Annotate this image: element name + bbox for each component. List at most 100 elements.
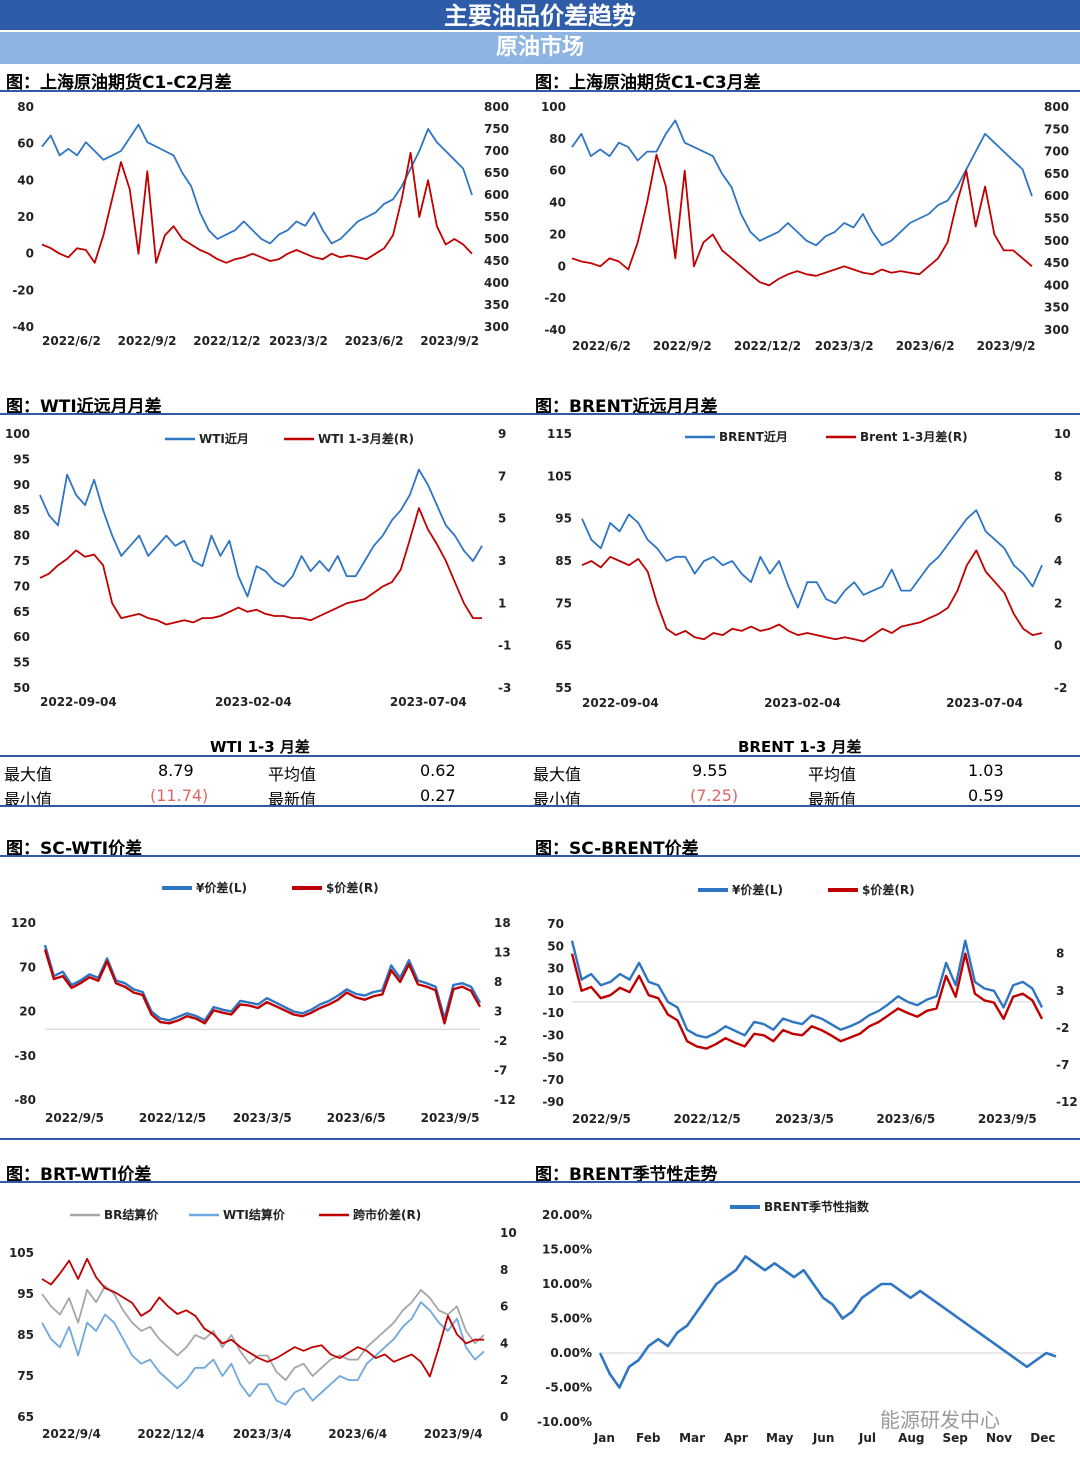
panel-title-brent: 图：BRENT近远月月差 [535,397,718,417]
divider [0,413,1080,415]
panel-title-sc-c1c2: 图：上海原油期货C1-C2月差 [6,73,232,93]
p6-ytick-right: -12 [1056,1095,1078,1109]
p6-ytick-left: -30 [542,1028,564,1042]
watermark: 能源研发中心 [880,1408,1000,1432]
wti-avg-label: 平均值 [268,765,317,784]
p1-xtick: 2023/6/2 [345,334,404,348]
p2-ytick-left: -20 [544,291,566,305]
p7-xtick: 2023/6/4 [328,1427,387,1441]
p1-ytick-right: 450 [484,254,509,268]
p8-ytick-left: 20.00% [542,1208,592,1222]
p7-ytick-right: 2 [500,1373,508,1387]
p4-ytick-right: 8 [1054,469,1062,483]
p5-xtick: 2022/12/5 [139,1111,206,1125]
p5-legend-label: ¥价差(L) [196,880,247,895]
p1-ytick-left: -40 [12,320,34,334]
p2-ytick-left: 100 [541,100,566,114]
p6-ytick-left: -70 [542,1073,564,1087]
p6-ytick-left: 30 [547,962,564,976]
page-subtitle: 原油市场 [0,32,1080,64]
p2-ytick-right: 750 [1044,122,1069,136]
p4-series-line-1 [581,549,1043,643]
panel-title-sc-brent: 图：SC-BRENT价差 [535,839,699,859]
p7-legend-label: BR结算价 [104,1207,159,1222]
p4-ytick-right: 4 [1054,554,1062,568]
p1-series-line-0 [41,123,473,245]
p4-ytick-right: -2 [1054,681,1067,695]
p7-ytick-right: 10 [500,1226,517,1240]
brent-avg-value: 1.03 [968,761,1004,780]
p5-ytick-left: -80 [14,1093,36,1107]
p3-xtick: 2023-02-04 [215,695,292,709]
p4-ytick-right: 0 [1054,639,1062,653]
p3-ytick-right: -1 [498,639,511,653]
p5-ytick-left: -30 [14,1049,36,1063]
p5-ytick-right: 8 [494,975,502,989]
p2-xtick: 2022/12/2 [734,339,801,353]
p5-ytick-left: 120 [11,916,36,930]
p6-ytick-right: -2 [1056,1021,1069,1035]
brent-min-label: 最小值 [533,790,582,809]
p6-ytick-left: -50 [542,1051,564,1065]
p5-ytick-left: 70 [19,960,36,974]
p2-ytick-left: -40 [544,323,566,337]
p8-series-line-0 [598,1255,1057,1389]
p1-ytick-right: 800 [484,100,509,114]
p8-ytick-left: -5.00% [545,1381,592,1395]
p1-xtick: 2023/9/2 [420,334,479,348]
p8-xtick: Feb [636,1431,661,1445]
p6-ytick-left: -90 [542,1095,564,1109]
p3-ytick-left: 85 [13,503,30,517]
p2-series-line-1 [571,153,1033,287]
p6-xtick: 2023/3/5 [775,1112,834,1126]
p3-ytick-left: 50 [13,681,30,695]
p4-ytick-left: 95 [555,512,572,526]
p1-ytick-right: 650 [484,166,509,180]
p6-series-line-1 [570,952,1044,1050]
p2-xtick: 2023/3/2 [815,339,874,353]
p7-ytick-right: 8 [500,1263,508,1277]
p8-xtick: Aug [898,1431,924,1445]
p4-xtick: 2022-09-04 [582,696,659,710]
divider [0,805,1080,807]
p6-series-line-0 [570,939,1044,1039]
divider [0,755,1080,757]
p8-xtick: Mar [679,1431,705,1445]
p7-ytick-left: 75 [17,1369,34,1383]
brent-latest-label: 最新值 [808,790,857,809]
p5-ytick-left: 20 [19,1005,36,1019]
p2-ytick-right: 350 [1044,301,1069,315]
p3-ytick-right: -3 [498,681,511,695]
p2-ytick-left: 20 [549,227,566,241]
p5-xtick: 2023/9/5 [421,1111,480,1125]
p4-legend-label: Brent 1-3月差(R) [860,429,968,444]
p6-xtick: 2023/9/5 [978,1112,1037,1126]
p3-xtick: 2023-07-04 [390,695,467,709]
p6-ytick-right: -7 [1056,1058,1069,1072]
p3-ytick-right: 3 [498,554,506,568]
p3-ytick-left: 60 [13,630,30,644]
p5-ytick-right: -12 [494,1093,516,1107]
p6-ytick-left: 50 [547,939,564,953]
p4-xtick: 2023-02-04 [764,696,841,710]
wti-min-label: 最小值 [4,790,53,809]
p7-series-line-0 [41,1284,485,1381]
p8-xtick: May [766,1431,794,1445]
p8-xtick: Jun [812,1431,835,1445]
panel-title-sc-c1c3: 图：上海原油期货C1-C3月差 [535,73,761,93]
brent-avg-label: 平均值 [808,765,857,784]
p8-xtick: Jan [593,1431,615,1445]
p7-ytick-right: 6 [500,1300,508,1314]
p2-xtick: 2022/6/2 [572,339,631,353]
p6-ytick-right: 3 [1056,984,1064,998]
p5-ytick-right: 18 [494,916,511,930]
p4-series-line-0 [581,509,1043,609]
p3-ytick-right: 5 [498,512,506,526]
p2-ytick-right: 550 [1044,212,1069,226]
brent-min-value: (7.25) [690,786,739,805]
p1-ytick-right: 600 [484,188,509,202]
p6-ytick-right: 8 [1056,947,1064,961]
p2-ytick-right: 450 [1044,256,1069,270]
p8-ytick-left: 5.00% [550,1312,592,1326]
